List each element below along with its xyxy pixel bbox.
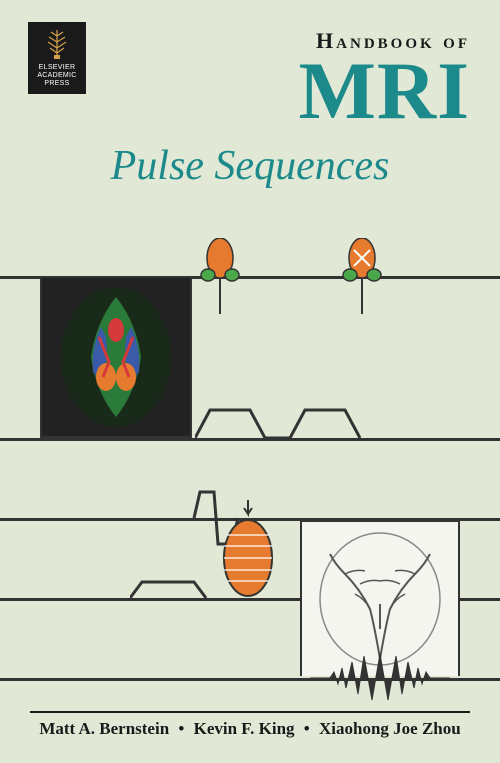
title-block: Handbook of MRI (298, 28, 470, 130)
pulse-sequence-diagram (0, 228, 500, 668)
brain-mra-svg (310, 529, 450, 669)
publisher-name: ELSEVIER ACADEMIC PRESS (37, 64, 76, 87)
publisher-line1: ELSEVIER (37, 64, 76, 72)
publisher-badge: ELSEVIER ACADEMIC PRESS (28, 22, 86, 94)
readout-echo (310, 650, 450, 706)
author-sep-2: • (304, 719, 310, 738)
author-sep-1: • (178, 719, 184, 738)
subtitle: Pulse Sequences (0, 142, 500, 190)
brain-dti-image (40, 276, 192, 438)
author-3: Xiaohong Joe Zhou (319, 719, 461, 738)
publisher-tree-icon (43, 28, 71, 60)
publisher-line3: PRESS (37, 80, 76, 88)
authors-line: Matt A. Bernstein • Kevin F. King • Xiao… (0, 719, 500, 739)
publisher-line2: ACADEMIC (37, 72, 76, 80)
author-1: Matt A. Bernstein (39, 719, 169, 738)
brain-dti-svg (51, 282, 181, 432)
author-rule (30, 711, 470, 713)
rf-pulse-1 (200, 238, 240, 314)
title-main: MRI (298, 52, 470, 130)
rf-pulse-2 (342, 238, 382, 314)
author-2: Kevin F. King (194, 719, 295, 738)
gradient-trapezoid-2 (130, 578, 230, 600)
gradient-trapezoid-1 (195, 406, 385, 440)
